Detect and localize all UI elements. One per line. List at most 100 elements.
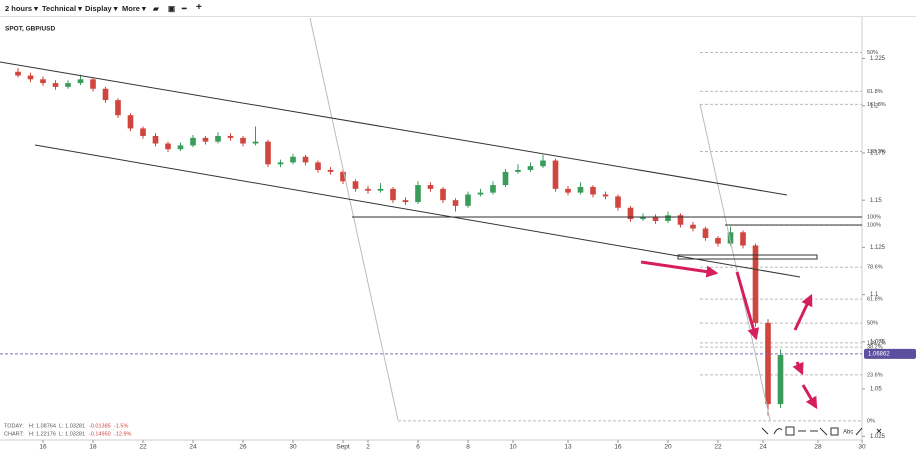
grid-tool[interactable]	[785, 426, 795, 436]
technical-menu[interactable]: Technical ▾	[42, 4, 82, 13]
candle-body	[502, 171, 509, 186]
x-tick-label: Sept	[336, 444, 350, 451]
candle-body	[677, 215, 684, 225]
save-icon[interactable]: ▣	[168, 4, 176, 13]
y-tick-label: 1.025	[870, 434, 886, 440]
arrow	[793, 293, 813, 331]
curve-tool[interactable]	[773, 428, 783, 435]
y-tick-label: 1.05	[870, 387, 882, 393]
stat-text: -0.01385	[89, 423, 111, 429]
open-icon[interactable]: ▰	[153, 4, 159, 13]
x-tick-label: 6	[416, 444, 420, 451]
candle-body	[127, 115, 134, 129]
candle-body	[465, 194, 471, 206]
zoom-in-icon[interactable]: +	[196, 2, 202, 13]
candle-body	[265, 141, 271, 165]
zoom-out-icon[interactable]: ━	[182, 4, 187, 13]
y-tick-label: 1.225	[870, 56, 886, 62]
x-tick-label: 10	[509, 444, 517, 451]
trend-line	[0, 61, 788, 196]
candle-body	[15, 71, 21, 76]
candle-body	[577, 186, 584, 193]
x-tick-label: 13	[564, 444, 572, 451]
x-tick-label: 16	[39, 444, 47, 451]
candle-body	[415, 185, 421, 203]
candle-body	[377, 188, 384, 191]
candle-body	[552, 160, 559, 189]
candle-body	[252, 141, 259, 144]
candle-body	[440, 188, 446, 201]
menu-label: Technical	[42, 4, 77, 13]
stat-text: H: 1.08764	[29, 423, 56, 429]
candle-body	[715, 237, 721, 244]
x-tick-label: 28	[814, 444, 822, 451]
text-tool[interactable]: Abc	[843, 430, 853, 436]
ray-tool[interactable]	[819, 427, 828, 436]
arrow	[792, 361, 804, 376]
y-tick-label: 1.15	[870, 198, 882, 204]
candle-body	[165, 143, 171, 150]
x-tick-label: 20	[664, 444, 672, 451]
candle-body	[527, 166, 534, 170]
candle-body	[390, 188, 396, 201]
candle-body	[240, 137, 246, 144]
chart: SPOT, GBP/USD 1.025 1.05 1.075 1.1 1.125 1.15 1…	[0, 17, 916, 451]
x-tick-label: 16	[614, 444, 622, 451]
stat-text: TODAY:	[4, 423, 24, 429]
candle-body	[177, 145, 184, 150]
x-tick-label: 2	[366, 444, 370, 451]
candle-body	[777, 355, 784, 405]
interval-menu[interactable]: 2 hours ▾	[5, 4, 38, 13]
fib-guide	[699, 103, 771, 421]
chart-title: SPOT, GBP/USD	[5, 26, 56, 33]
x-tick-label: 22	[139, 444, 147, 451]
candle-body	[77, 79, 84, 84]
candle-body	[690, 224, 696, 229]
menu-label: 2 hours	[5, 4, 33, 13]
candle-body	[615, 196, 621, 208]
stat-text: L: 1.03281	[59, 423, 85, 429]
candle-body	[540, 160, 546, 167]
candle-body	[665, 215, 671, 221]
pointer-tool[interactable]	[761, 427, 769, 435]
candle-body	[315, 162, 321, 170]
y-tick-label: 1.125	[870, 245, 886, 251]
candle-body	[727, 232, 734, 244]
candle-body	[452, 200, 459, 206]
fib-label: 38.2%	[867, 345, 883, 351]
candle-body	[365, 188, 371, 191]
last-price-badge	[864, 348, 916, 359]
candle-body	[190, 137, 196, 146]
y-tick-label: 1.2	[870, 103, 879, 109]
candle-body	[740, 232, 746, 246]
drawing-toolbar: Abc	[761, 426, 882, 436]
misc-tools[interactable]	[855, 427, 882, 436]
arrow	[801, 384, 818, 410]
candle-body	[702, 228, 709, 238]
candle-body	[140, 128, 146, 136]
x-tick-label: 18	[89, 444, 97, 451]
candle-body	[602, 194, 609, 197]
x-tick-label: 22	[714, 444, 722, 451]
candle-body	[40, 79, 46, 84]
stat-text: -0.14950	[89, 431, 111, 437]
stat-text: CHART:	[4, 431, 24, 437]
x-tick-label: 24	[759, 444, 767, 451]
fib-label: 23.6%	[867, 372, 883, 378]
more-menu[interactable]: More ▾	[122, 4, 146, 13]
candle-body	[565, 188, 571, 193]
fib-label: 161.8%	[867, 102, 886, 108]
y-tick-label: 1.1	[870, 292, 879, 298]
display-menu[interactable]: Display ▾	[85, 4, 118, 13]
candle-body	[327, 169, 334, 172]
fib-label: 61.8%	[867, 89, 883, 95]
toolbar: 2 hours ▾ Technical ▾ Display ▾ More ▾ ▰…	[0, 0, 916, 17]
candle-body	[402, 200, 409, 203]
stat-text: -1.5%	[114, 423, 128, 429]
candle-body	[340, 171, 346, 182]
candle-body	[490, 185, 496, 193]
rect-tool[interactable]	[830, 427, 839, 436]
candle-body	[290, 156, 296, 163]
fib-label: 78.6%	[867, 265, 883, 271]
plot-area: SPOT, GBP/USD 1.025 1.05 1.075 1.1 1.125 1.15 1…	[0, 26, 916, 451]
